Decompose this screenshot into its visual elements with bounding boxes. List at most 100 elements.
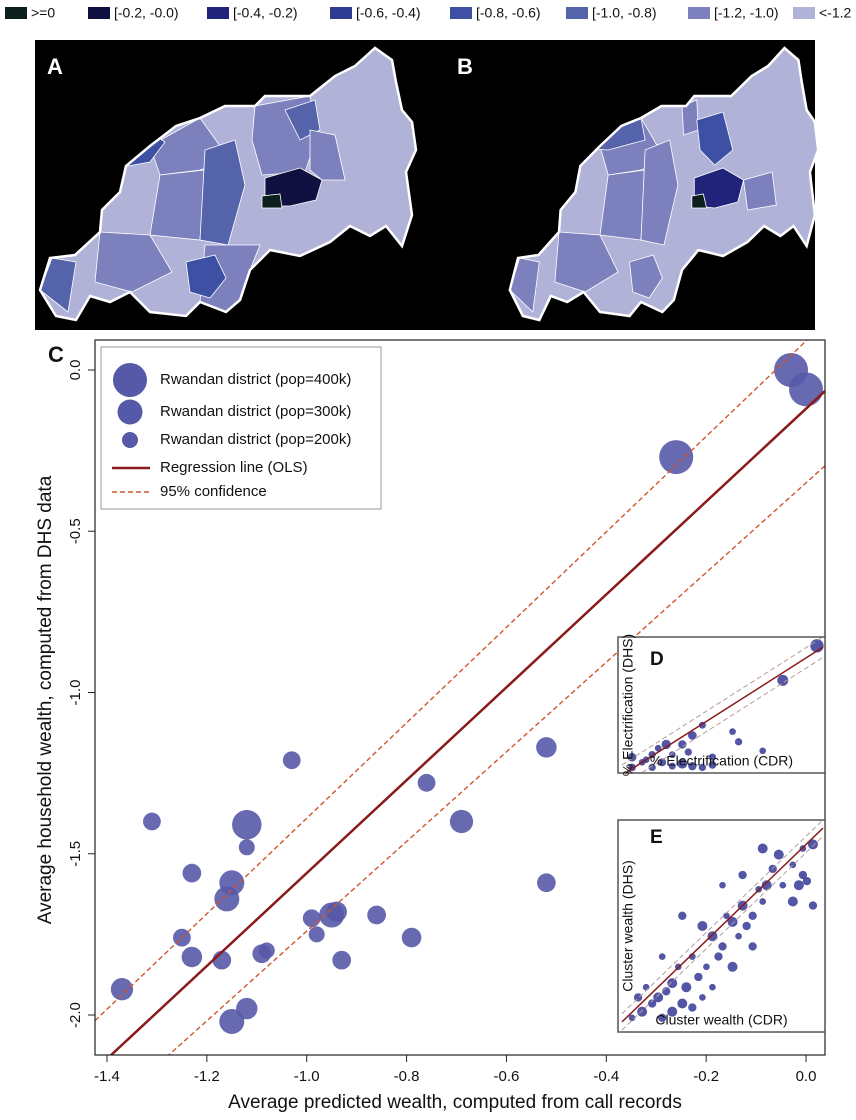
legend-label: [-0.2, -0.0) xyxy=(114,5,179,21)
data-point xyxy=(688,1003,697,1012)
legend-swatch xyxy=(793,7,815,19)
map-a xyxy=(40,48,416,320)
legend-label: [-0.6, -0.4) xyxy=(356,5,421,21)
y-axis-title: % Electrification (DHS) xyxy=(620,634,636,776)
data-point xyxy=(727,961,738,972)
data-point xyxy=(773,849,784,860)
data-point xyxy=(537,873,556,893)
data-point xyxy=(642,983,650,991)
data-point xyxy=(787,896,798,907)
district xyxy=(262,194,282,208)
data-point xyxy=(367,905,386,925)
x-axis-title: Cluster wealth (CDR) xyxy=(655,1012,787,1028)
data-point xyxy=(697,921,708,931)
plot-frame xyxy=(617,819,826,1033)
data-point xyxy=(647,999,657,1008)
data-point xyxy=(633,993,643,1002)
x-tick-label: -0.8 xyxy=(394,1068,420,1085)
data-point xyxy=(714,952,723,961)
district xyxy=(40,258,76,312)
data-point xyxy=(723,912,730,920)
district xyxy=(200,140,245,245)
district xyxy=(186,255,226,298)
country-outline xyxy=(510,48,818,320)
x-tick-label: -0.4 xyxy=(593,1068,619,1085)
plot-background xyxy=(618,637,825,773)
data-point xyxy=(661,739,671,750)
regression-line xyxy=(621,827,824,1023)
data-point xyxy=(536,737,557,758)
confidence-line xyxy=(621,820,824,1015)
data-point xyxy=(667,1006,678,1017)
data-point xyxy=(719,881,726,889)
data-point xyxy=(807,839,818,850)
x-tick-label: -0.6 xyxy=(494,1068,520,1085)
map-legend: >=0 [-0.2, -0.0) [-0.4, -0.2) [-0.6, -0.4) [… xyxy=(5,5,852,21)
legend-box xyxy=(100,346,382,510)
data-point xyxy=(258,942,275,959)
data-point xyxy=(757,843,768,854)
y-axis-title: Cluster wealth (DHS) xyxy=(620,860,636,991)
panel-label: D xyxy=(650,649,664,670)
data-point xyxy=(677,758,688,769)
data-point xyxy=(659,440,694,475)
panel-label: B xyxy=(457,54,473,79)
data-point xyxy=(707,931,718,942)
data-point xyxy=(214,886,240,912)
panel-label: A xyxy=(47,54,63,79)
data-point xyxy=(417,773,436,792)
legend-marker xyxy=(122,432,138,448)
data-point xyxy=(668,751,676,758)
district xyxy=(555,232,618,292)
legend-label: 95% confidence xyxy=(160,483,267,500)
legend-swatch xyxy=(330,7,352,19)
data-point xyxy=(708,761,717,769)
district xyxy=(744,172,777,210)
panel-label: C xyxy=(48,342,64,367)
legend-label: [-1.0, -0.8) xyxy=(592,5,657,21)
data-point xyxy=(232,809,262,840)
y-tick-label: -0.5 xyxy=(67,518,84,544)
legend-label: Regression line (OLS) xyxy=(160,459,308,476)
data-point xyxy=(729,728,736,735)
x-tick-label: -1.0 xyxy=(294,1068,320,1085)
confidence-line xyxy=(95,340,809,1022)
data-point xyxy=(658,758,667,767)
legend-label: [-0.8, -0.6) xyxy=(476,5,541,21)
data-point xyxy=(654,744,662,752)
data-point xyxy=(238,839,255,856)
data-point xyxy=(110,978,134,1001)
legend-marker xyxy=(113,363,147,397)
data-point xyxy=(789,372,824,407)
legend-swatch xyxy=(207,7,229,19)
data-point xyxy=(678,740,687,749)
data-point xyxy=(143,812,161,831)
legend-swatch xyxy=(450,7,472,19)
data-point xyxy=(688,761,697,771)
data-point xyxy=(181,946,203,968)
legend-label: <-1.2 xyxy=(819,5,852,21)
district xyxy=(641,140,678,245)
data-point xyxy=(658,953,666,960)
y-axis-title: Average household wealth, computed from … xyxy=(35,475,56,924)
x-tick-label: -1.4 xyxy=(94,1068,120,1085)
data-point xyxy=(759,747,767,755)
data-point xyxy=(658,1013,667,1022)
chart-e: Cluster wealth (CDR) Cluster wealth (DHS)… xyxy=(617,819,826,1033)
data-point xyxy=(793,880,804,891)
legend-swatch xyxy=(5,7,27,19)
data-point xyxy=(182,863,202,883)
y-tick-label: 0.0 xyxy=(67,360,84,381)
x-tick-label: -1.2 xyxy=(194,1068,220,1085)
data-point xyxy=(662,987,671,996)
y-tick-label: -1.0 xyxy=(67,680,84,706)
data-point xyxy=(302,909,321,928)
data-point xyxy=(219,1008,245,1034)
legend-label: Rwandan district (pop=300k) xyxy=(160,403,351,420)
data-point xyxy=(667,978,678,989)
data-point xyxy=(779,881,787,889)
regression-line xyxy=(109,390,825,1055)
data-point xyxy=(738,870,747,880)
data-point xyxy=(742,921,751,931)
data-point xyxy=(637,1006,648,1017)
